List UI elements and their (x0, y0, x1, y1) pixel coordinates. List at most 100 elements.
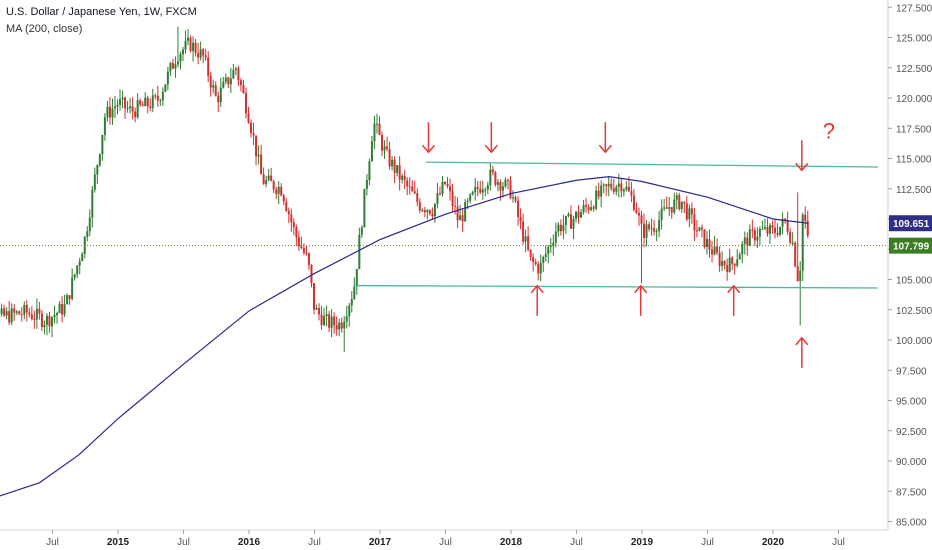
candle-body (527, 236, 530, 250)
candle-body (776, 232, 779, 235)
candle-body (270, 175, 273, 182)
candle-body (705, 239, 708, 247)
candle-body (13, 308, 16, 313)
candle-body (552, 242, 555, 246)
candle-body (239, 80, 242, 86)
candle-body (443, 181, 446, 185)
candle-body (124, 97, 127, 109)
y-tick-label: 102.500 (896, 306, 932, 317)
candle-body (685, 203, 688, 220)
candle-body (20, 314, 23, 316)
candle-body (597, 190, 600, 197)
candle-body (174, 64, 177, 69)
candle-body (0, 308, 3, 315)
candle-body (758, 228, 761, 237)
y-tick-label: 127.500 (896, 3, 932, 14)
candle-body (690, 208, 693, 215)
candle-body (441, 181, 444, 194)
candle-body (171, 62, 174, 69)
candle-body (610, 183, 613, 189)
arrow-head (598, 144, 612, 154)
candle-body (529, 249, 532, 258)
candle-body (255, 135, 258, 157)
candle-body (247, 113, 250, 123)
candle-body (534, 261, 537, 265)
candle-body (285, 201, 288, 211)
candle-body (768, 225, 771, 234)
y-tick-label: 87.500 (896, 487, 927, 498)
candle-body (391, 159, 394, 167)
candle-body (355, 269, 358, 287)
candle-body (582, 205, 585, 213)
arrow-up-icon (634, 284, 648, 316)
x-tick-label: Jul (701, 537, 714, 548)
candle-body (350, 298, 353, 306)
candle-body (310, 264, 313, 284)
candle-body (318, 307, 321, 315)
candle-body (519, 216, 522, 222)
candle-body (489, 169, 492, 186)
candle-body (801, 214, 804, 271)
candle-body (365, 180, 368, 189)
candle-body (18, 311, 21, 315)
candle-body (219, 87, 222, 103)
candle-body (595, 190, 598, 209)
y-tick-label: 105.000 (896, 276, 932, 287)
candle-body (408, 186, 411, 188)
candle-body (481, 189, 484, 193)
candle-body (73, 274, 76, 278)
candle-body (81, 253, 84, 262)
candle-body (569, 214, 572, 229)
y-tick-label: 125.000 (896, 34, 932, 45)
candle-body (718, 252, 721, 267)
candle-body (549, 245, 552, 248)
candle-body (789, 231, 792, 243)
candle-body (290, 214, 293, 223)
indicator-label[interactable]: MA (200, close) (6, 23, 83, 35)
candle-body (476, 186, 479, 189)
candle-body (260, 154, 263, 175)
candle-body (514, 197, 517, 201)
candle-body (40, 313, 43, 327)
candle-body (325, 314, 328, 317)
candle-body (93, 174, 96, 190)
arrow-head (795, 162, 809, 172)
candle-body (388, 148, 391, 167)
candle-body (700, 227, 703, 230)
x-tick-label: Jul (46, 537, 59, 548)
candle-body (602, 184, 605, 186)
candle-body (23, 304, 26, 315)
candle-body (229, 78, 232, 85)
candle-body (302, 248, 305, 253)
y-tick-label: 100.000 (896, 336, 932, 347)
candle-body (693, 214, 696, 231)
candle-body (197, 52, 200, 58)
candle-body (673, 199, 676, 213)
candle-body (244, 92, 247, 114)
candle-body (748, 229, 751, 246)
candle-body (151, 95, 154, 108)
candle-body (763, 226, 766, 229)
candle-body (61, 303, 64, 315)
candle-body (459, 215, 462, 221)
candle-body (557, 224, 560, 232)
candle-body (607, 183, 610, 187)
candle-body (101, 134, 104, 155)
candle-body (8, 311, 11, 323)
candle-body (214, 85, 217, 96)
candle-body (252, 132, 255, 136)
candle-body (98, 154, 101, 166)
candle-body (262, 174, 265, 185)
candle-body (250, 122, 253, 133)
candle-body (413, 191, 416, 194)
candle-body (149, 106, 152, 108)
candle-body (224, 77, 227, 82)
candle-body (617, 183, 620, 187)
candle-body (146, 97, 149, 107)
candle-body (506, 179, 509, 181)
candle-body (771, 225, 774, 228)
candle-body (179, 54, 182, 62)
symbol-title[interactable]: U.S. Dollar / Japanese Yen, 1W, FXCM (6, 6, 197, 18)
x-tick-label: 2018 (500, 537, 523, 548)
